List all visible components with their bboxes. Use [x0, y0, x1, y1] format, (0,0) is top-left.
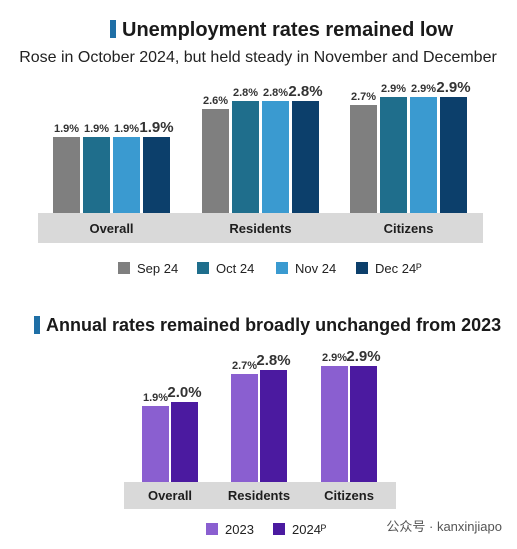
- bottom-category-labels: Overall Residents Citizens: [148, 488, 374, 503]
- legend-swatch: [118, 262, 130, 274]
- category-label-overall: Overall: [148, 488, 192, 503]
- bar-citizens-2024: [350, 366, 377, 482]
- bar-citizens-dec24: [440, 97, 467, 213]
- bar-overall-oct24: [83, 137, 110, 213]
- data-label: 2.8%: [256, 352, 290, 369]
- bar-citizens-sep24: [350, 105, 377, 213]
- data-label: 2.9%: [346, 348, 380, 365]
- data-label: 2.9%: [381, 83, 406, 95]
- category-label-citizens: Citizens: [324, 488, 374, 503]
- category-label-residents: Residents: [229, 221, 291, 236]
- top-legend: Sep 24 Oct 24 Nov 24 Dec 24ᴾ: [118, 261, 422, 276]
- legend-label: Dec 24ᴾ: [375, 261, 422, 276]
- top-chart-title: Unemployment rates remained low: [122, 19, 454, 41]
- top-category-labels: Overall Residents Citizens: [89, 221, 433, 236]
- category-label-residents: Residents: [228, 488, 290, 503]
- data-label: 2.9%: [322, 352, 347, 364]
- legend-swatch: [276, 262, 288, 274]
- legend-label: Sep 24: [137, 261, 178, 276]
- bar-overall-nov24: [113, 137, 140, 213]
- bottom-legend: 2023 2024ᴾ: [206, 522, 327, 537]
- data-label: 1.9%: [139, 119, 173, 136]
- data-label: 2.9%: [436, 79, 470, 96]
- legend-label: 2024ᴾ: [292, 522, 327, 537]
- bar-overall-2023: [142, 406, 169, 482]
- data-label: 2.8%: [263, 87, 288, 99]
- bar-overall-sep24: [53, 137, 80, 213]
- data-label: 2.0%: [167, 384, 201, 401]
- top-bars-group: 1.9% 1.9% 1.9% 1.9%2.6%2.8% 2.8% 2.8% 2.7%2.9%…: [53, 79, 471, 213]
- top-chart-subtitle: Rose in October 2024, but held steady in…: [19, 49, 497, 66]
- data-label: 1.9%: [54, 123, 79, 135]
- bar-citizens-nov24: [410, 97, 437, 213]
- data-label: 2.7%: [232, 360, 257, 372]
- data-label: 2.8%: [233, 87, 258, 99]
- legend-swatch: [206, 523, 218, 535]
- data-label: 2.7%: [351, 91, 376, 103]
- top-category-band: [38, 213, 483, 243]
- data-label: 1.9%: [143, 392, 168, 404]
- data-label: 2.9%: [411, 83, 436, 95]
- bar-residents-sep24: [202, 109, 229, 213]
- legend-swatch: [197, 262, 209, 274]
- data-label: 2.6%: [203, 95, 228, 107]
- bar-residents-dec24: [292, 101, 319, 213]
- watermark: 公众号 · kanxinjiapo: [386, 519, 502, 534]
- data-label: 1.9%: [84, 123, 109, 135]
- title-accent-bar: [34, 316, 40, 334]
- bar-overall-dec24: [143, 137, 170, 213]
- bar-citizens-oct24: [380, 97, 407, 213]
- bar-citizens-2023: [321, 366, 348, 482]
- bottom-bars-group: 1.9% 2.0% 2.7% 2.8% 2.9% 2.9%: [142, 348, 381, 482]
- bar-residents-oct24: [232, 101, 259, 213]
- legend-swatch: [356, 262, 368, 274]
- data-label: 2.8%: [288, 83, 322, 100]
- bar-residents-2023: [231, 374, 258, 482]
- legend-label: Nov 24: [295, 261, 336, 276]
- bottom-chart-title: Annual rates remained broadly unchanged …: [46, 315, 501, 335]
- legend-swatch: [273, 523, 285, 535]
- legend-label: Oct 24: [216, 261, 254, 276]
- bar-residents-2024: [260, 370, 287, 482]
- title-accent-bar: [110, 20, 116, 38]
- data-label: 1.9%: [114, 123, 139, 135]
- bar-residents-nov24: [262, 101, 289, 213]
- legend-label: 2023: [225, 522, 254, 537]
- category-label-citizens: Citizens: [384, 221, 434, 236]
- category-label-overall: Overall: [89, 221, 133, 236]
- bottom-category-band: [124, 482, 396, 509]
- bar-overall-2024: [171, 402, 198, 482]
